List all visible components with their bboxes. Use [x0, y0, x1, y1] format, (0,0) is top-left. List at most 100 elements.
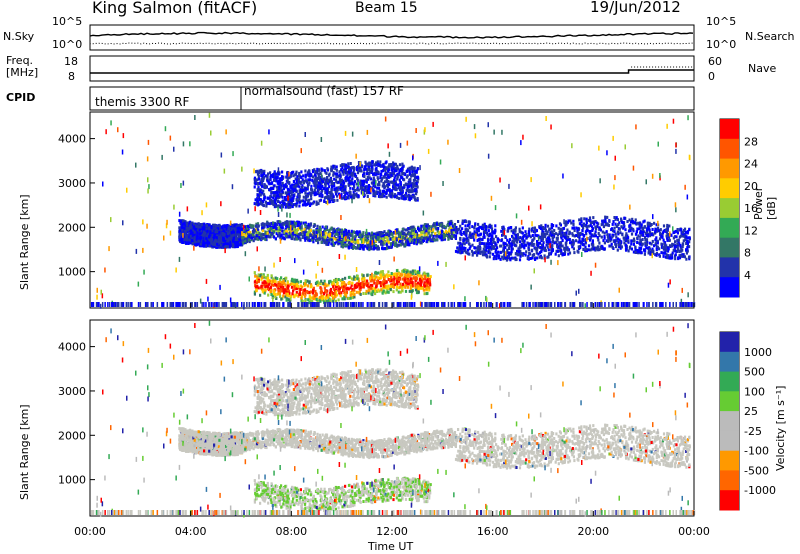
velocity-cell	[211, 450, 214, 454]
power-cell	[250, 236, 253, 240]
freq-panel-frame	[89, 55, 695, 82]
velocity-cell	[209, 448, 213, 452]
power-cell	[299, 222, 302, 226]
velocity-cell	[288, 435, 291, 439]
velocity-cell	[322, 445, 325, 448]
velocity-cell	[347, 439, 350, 443]
power-cell	[225, 236, 228, 240]
velocity-cell	[311, 440, 314, 444]
power-cell	[409, 234, 412, 238]
power-cell	[222, 234, 225, 238]
velocity-cell	[321, 443, 324, 447]
power-cell	[224, 245, 228, 248]
velocity-cell	[182, 434, 185, 438]
power-cell	[426, 237, 429, 241]
velocity-cell	[252, 443, 255, 447]
power-cell	[236, 245, 239, 248]
power-cell	[387, 234, 391, 238]
velocity-cell	[439, 438, 442, 442]
velocity-cell	[228, 444, 231, 448]
power-cell	[192, 232, 195, 236]
power-cell	[444, 234, 447, 237]
power-cell	[425, 226, 428, 230]
power-cell	[386, 237, 389, 241]
velocity-cell	[398, 446, 401, 449]
velocity-cell	[199, 450, 202, 454]
velocity-cell	[359, 445, 362, 449]
x-axis-label: Time UT	[368, 540, 414, 553]
velocity-cell	[376, 445, 379, 449]
power-cell	[339, 230, 343, 234]
velocity-cell	[215, 436, 218, 440]
power-cell	[371, 237, 374, 241]
velocity-cell	[201, 438, 204, 442]
power-cell	[189, 225, 192, 229]
power-cell	[291, 237, 294, 241]
power-cell	[235, 236, 238, 240]
power-cell	[181, 223, 184, 227]
power-cell	[221, 245, 224, 249]
velocity-cell	[347, 449, 351, 452]
power-cell	[196, 231, 199, 235]
power-cell	[249, 234, 252, 238]
velocity-cell	[425, 432, 428, 436]
power-cell	[233, 233, 236, 237]
velocity-cell	[178, 444, 181, 447]
velocity-cell	[224, 442, 228, 446]
velocity-cell	[182, 427, 185, 431]
velocity-cell	[359, 441, 362, 445]
power-cell	[182, 219, 185, 223]
power-cell	[447, 237, 450, 241]
power-cell	[213, 243, 216, 246]
power-cell	[308, 230, 311, 234]
velocity-cell	[215, 432, 218, 436]
velocity-cell	[250, 444, 253, 448]
velocity-cell	[450, 427, 453, 431]
velocity-cell	[430, 438, 434, 442]
power-cell	[248, 240, 251, 244]
cpid-label: CPID	[6, 91, 36, 104]
power-cell	[226, 235, 229, 239]
power-cell	[377, 238, 380, 242]
power-cell	[204, 231, 207, 235]
power-cell	[411, 238, 414, 242]
velocity-cell	[193, 446, 196, 450]
power-cell	[256, 222, 260, 226]
power-cell	[266, 234, 269, 238]
power-cell	[412, 225, 415, 229]
power-cell	[323, 239, 326, 243]
power-cell	[323, 235, 326, 239]
noise-sky-label: N.Sky	[3, 30, 35, 43]
velocity-cell	[326, 443, 330, 447]
power-cell	[321, 225, 324, 229]
velocity-cell	[236, 445, 239, 449]
power-cell	[363, 240, 366, 243]
velocity-cell	[179, 428, 182, 432]
velocity-cell	[205, 432, 208, 436]
velocity-cell	[277, 438, 280, 442]
velocity-cell	[190, 432, 193, 436]
power-cell	[254, 237, 257, 241]
velocity-cell	[383, 441, 386, 445]
power-cell	[222, 236, 225, 240]
power-cell	[269, 229, 272, 232]
velocity-cell	[422, 444, 425, 448]
velocity-cell	[183, 438, 186, 442]
power-cell	[291, 223, 294, 227]
velocity-cell	[232, 436, 235, 440]
power-cell	[238, 233, 241, 237]
freq-left-tick-bottom: 8	[68, 70, 75, 83]
power-cell	[442, 224, 445, 228]
velocity-cell	[194, 446, 197, 450]
power-cell	[442, 234, 446, 238]
velocity-cell	[449, 444, 452, 448]
power-cell	[215, 236, 218, 240]
power-cell	[218, 240, 221, 244]
power-cell	[423, 223, 426, 227]
power-cell	[233, 224, 236, 228]
velocity-cell	[297, 443, 300, 447]
power-cell	[232, 244, 235, 248]
power-cell	[286, 220, 289, 224]
velocity-cell	[181, 446, 184, 450]
velocity-cell	[351, 440, 354, 444]
